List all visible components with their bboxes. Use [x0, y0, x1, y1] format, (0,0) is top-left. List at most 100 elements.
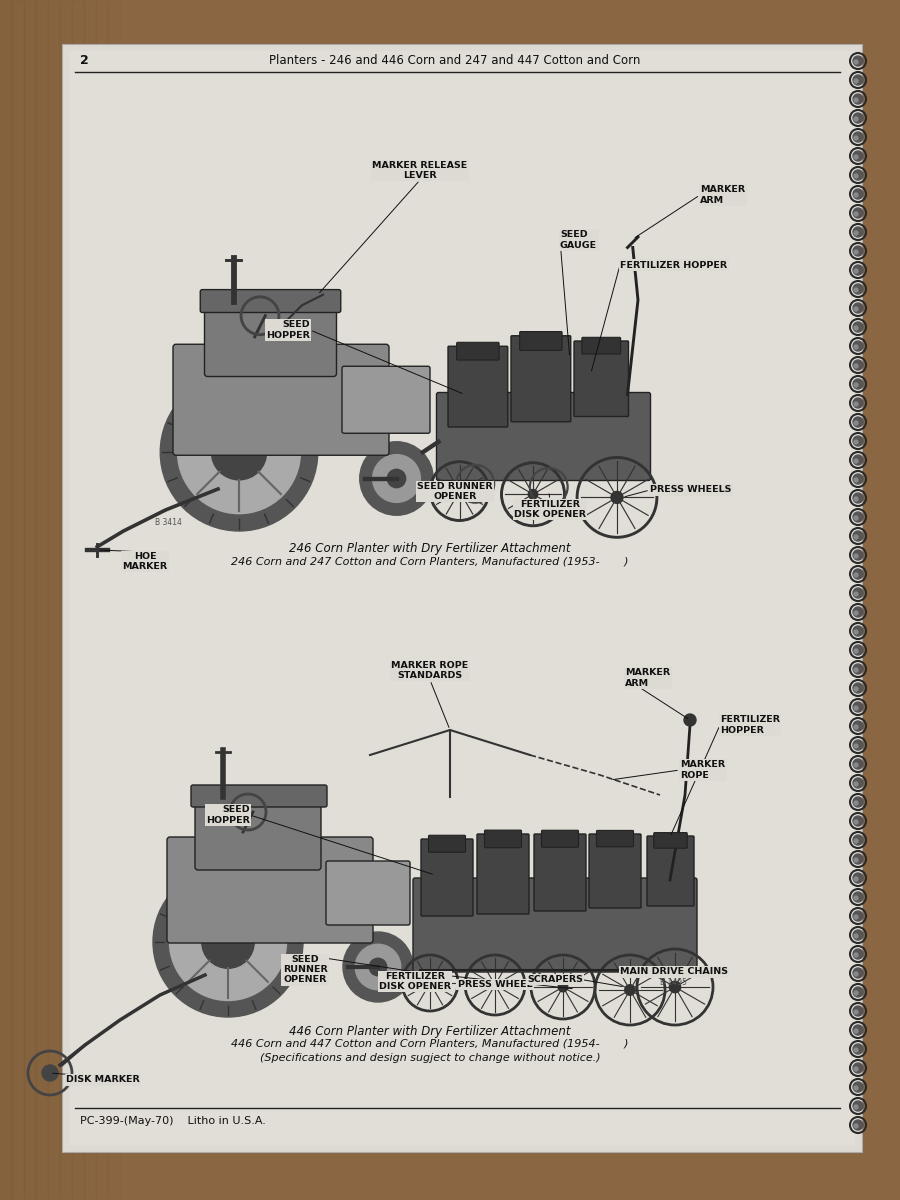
Circle shape — [854, 1048, 858, 1052]
Circle shape — [854, 744, 858, 748]
Circle shape — [387, 469, 406, 487]
Circle shape — [854, 116, 858, 121]
Circle shape — [853, 113, 863, 122]
Circle shape — [853, 986, 863, 997]
Circle shape — [854, 686, 858, 691]
Circle shape — [854, 572, 858, 577]
Circle shape — [853, 588, 863, 598]
FancyBboxPatch shape — [542, 830, 579, 847]
Circle shape — [853, 436, 863, 446]
Circle shape — [854, 402, 858, 406]
Text: MARKER
ARM: MARKER ARM — [700, 186, 745, 204]
Circle shape — [853, 930, 863, 940]
Circle shape — [854, 706, 858, 710]
FancyBboxPatch shape — [342, 366, 430, 433]
Circle shape — [373, 455, 420, 503]
Circle shape — [854, 421, 858, 425]
FancyBboxPatch shape — [448, 347, 508, 427]
Text: PRESS WHEELS: PRESS WHEELS — [650, 486, 732, 494]
Circle shape — [853, 721, 863, 731]
Bar — [96, 0, 108, 1200]
Circle shape — [854, 155, 858, 158]
Bar — [62, 44, 862, 1152]
Circle shape — [854, 1028, 858, 1033]
FancyBboxPatch shape — [173, 344, 389, 455]
Circle shape — [853, 493, 863, 503]
Circle shape — [854, 820, 858, 824]
Circle shape — [854, 1086, 858, 1090]
Circle shape — [853, 341, 863, 350]
Circle shape — [212, 425, 266, 480]
FancyBboxPatch shape — [534, 834, 586, 911]
Circle shape — [853, 208, 863, 218]
Bar — [48, 0, 60, 1200]
FancyBboxPatch shape — [413, 878, 697, 972]
Text: PC-399-(May-70)    Litho in U.S.A.: PC-399-(May-70) Litho in U.S.A. — [80, 1116, 266, 1126]
Text: MARKER
ROPE: MARKER ROPE — [680, 761, 725, 780]
Text: MAIN DRIVE CHAINS: MAIN DRIVE CHAINS — [620, 967, 728, 977]
FancyBboxPatch shape — [582, 337, 621, 354]
Circle shape — [854, 782, 858, 786]
Circle shape — [854, 858, 858, 862]
Circle shape — [854, 896, 858, 900]
Circle shape — [853, 569, 863, 578]
Circle shape — [853, 1082, 863, 1092]
Bar — [36, 0, 48, 1200]
Text: B 1495: B 1495 — [660, 978, 687, 986]
FancyBboxPatch shape — [326, 862, 410, 925]
Circle shape — [854, 516, 858, 520]
Circle shape — [854, 953, 858, 958]
Text: 446 Corn Planter with Dry Fertilizer Attachment: 446 Corn Planter with Dry Fertilizer Att… — [289, 1025, 571, 1038]
Circle shape — [853, 646, 863, 655]
FancyBboxPatch shape — [589, 834, 641, 908]
Circle shape — [853, 246, 863, 256]
Circle shape — [491, 980, 500, 990]
FancyBboxPatch shape — [647, 836, 694, 906]
Text: MARKER RELEASE
LEVER: MARKER RELEASE LEVER — [373, 161, 468, 180]
Circle shape — [854, 288, 858, 292]
Circle shape — [853, 322, 863, 332]
Bar — [24, 0, 36, 1200]
Circle shape — [455, 487, 464, 496]
Circle shape — [611, 492, 623, 503]
Circle shape — [670, 982, 680, 992]
FancyBboxPatch shape — [191, 785, 327, 806]
Circle shape — [853, 911, 863, 922]
FancyBboxPatch shape — [195, 792, 321, 870]
Circle shape — [356, 944, 400, 990]
Circle shape — [854, 174, 858, 178]
Circle shape — [853, 892, 863, 902]
FancyBboxPatch shape — [456, 342, 500, 360]
Circle shape — [853, 550, 863, 560]
Circle shape — [854, 497, 858, 502]
FancyBboxPatch shape — [484, 830, 521, 847]
Circle shape — [853, 607, 863, 617]
Circle shape — [854, 972, 858, 976]
Circle shape — [854, 554, 858, 558]
Circle shape — [853, 284, 863, 294]
Circle shape — [558, 982, 568, 991]
Bar — [0, 0, 12, 1200]
Circle shape — [853, 1025, 863, 1034]
FancyBboxPatch shape — [200, 289, 341, 312]
Circle shape — [853, 188, 863, 199]
Circle shape — [625, 985, 635, 995]
Circle shape — [854, 839, 858, 842]
Bar — [60, 0, 72, 1200]
Text: DISK MARKER: DISK MARKER — [67, 1075, 140, 1085]
Circle shape — [854, 802, 858, 805]
Text: FERTILIZER
HOPPER: FERTILIZER HOPPER — [720, 715, 780, 734]
Circle shape — [853, 530, 863, 541]
Circle shape — [854, 1105, 858, 1109]
Circle shape — [42, 1066, 58, 1081]
Circle shape — [853, 512, 863, 522]
Text: 446 Corn and 447 Cotton and Corn Planters, Manufactured (1954-       ): 446 Corn and 447 Cotton and Corn Planter… — [231, 1039, 629, 1049]
Circle shape — [854, 364, 858, 368]
Circle shape — [854, 630, 858, 634]
Text: SEED
RUNNER
OPENER: SEED RUNNER OPENER — [283, 955, 328, 984]
Text: 246 Corn and 247 Cotton and Corn Planters, Manufactured (1953-       ): 246 Corn and 247 Cotton and Corn Planter… — [231, 556, 629, 566]
FancyBboxPatch shape — [511, 336, 571, 421]
Circle shape — [853, 474, 863, 484]
FancyBboxPatch shape — [421, 839, 473, 916]
Bar — [70, 50, 855, 1145]
